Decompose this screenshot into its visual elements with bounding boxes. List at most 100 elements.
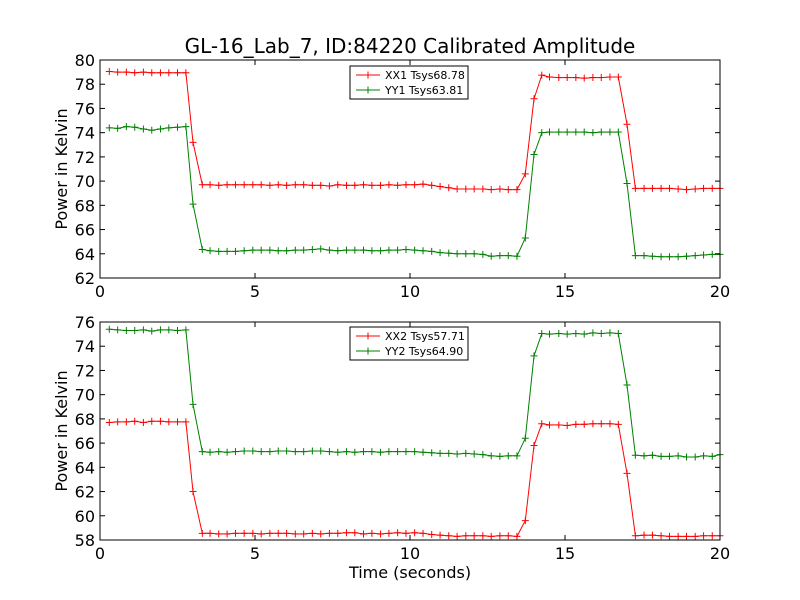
data-point-marker xyxy=(351,448,359,456)
data-point-marker xyxy=(521,434,529,442)
data-point-marker xyxy=(342,181,350,189)
data-point-marker xyxy=(428,181,436,189)
data-point-marker xyxy=(580,420,588,428)
data-point-marker xyxy=(317,447,325,455)
data-point-marker xyxy=(640,531,648,539)
data-point-marker xyxy=(411,181,419,189)
data-point-marker xyxy=(291,530,299,538)
data-point-marker xyxy=(563,74,571,82)
y-tick-label: 62 xyxy=(75,269,95,288)
data-point-marker xyxy=(640,252,648,260)
legend-label: YY1 Tsys63.81 xyxy=(384,84,463,97)
data-point-marker xyxy=(334,247,342,255)
data-point-marker xyxy=(334,181,342,189)
data-point-marker xyxy=(606,420,614,428)
y-tick-label: 74 xyxy=(75,337,95,356)
data-point-marker xyxy=(462,250,470,258)
data-point-marker xyxy=(257,246,265,254)
data-point-marker xyxy=(462,532,470,540)
data-point-marker xyxy=(206,181,214,189)
x-tick-label: 10 xyxy=(400,282,420,301)
data-point-marker xyxy=(231,247,239,255)
data-point-marker xyxy=(631,252,639,260)
data-point-marker xyxy=(182,69,190,77)
data-point-marker xyxy=(325,448,333,456)
data-point-marker xyxy=(419,247,427,255)
data-point-marker xyxy=(360,246,367,254)
data-point-marker xyxy=(174,326,181,334)
legend-box xyxy=(349,65,469,100)
y-tick-label: 72 xyxy=(75,361,95,380)
data-point-marker xyxy=(538,129,546,137)
data-point-marker xyxy=(165,326,173,334)
subplot-top: 0 5 10 15 20 62 64 66 68 70 72 74 76 78 80 Power in Kel… xyxy=(52,51,730,301)
data-point-marker xyxy=(546,128,553,136)
data-point-marker xyxy=(683,252,691,260)
x-tick-label: 15 xyxy=(555,544,575,563)
data-point-marker xyxy=(597,128,605,136)
legend: XX1 Tsys68.78 YY1 Tsys63.81 xyxy=(349,65,469,100)
data-point-marker xyxy=(139,419,147,427)
data-point-marker xyxy=(291,181,299,189)
data-point-marker xyxy=(231,181,239,189)
data-point-marker xyxy=(606,73,614,81)
x-axis-label: Time (seconds) xyxy=(348,563,471,582)
y-tick-label: 66 xyxy=(75,434,95,453)
x-tick-label: 5 xyxy=(250,282,260,301)
data-point-marker xyxy=(206,247,214,255)
data-point-marker xyxy=(665,532,673,540)
data-point-marker xyxy=(631,184,639,192)
data-point-marker xyxy=(470,450,478,458)
x-tick-label: 5 xyxy=(250,544,260,563)
data-point-marker xyxy=(325,529,333,537)
data-point-marker xyxy=(334,529,342,537)
data-point-marker xyxy=(274,447,282,455)
y-tick-label: 62 xyxy=(75,483,95,502)
subplot-bottom: 0 5 10 15 20 58 60 62 64 66 68 70 72 74 76 Power in Kel… xyxy=(52,313,730,563)
data-point-marker xyxy=(189,200,197,208)
data-point-marker xyxy=(231,448,239,456)
data-point-marker xyxy=(428,449,436,457)
data-point-marker xyxy=(274,247,282,255)
data-point-marker xyxy=(614,73,622,81)
data-point-marker xyxy=(385,181,393,189)
data-point-marker xyxy=(665,452,673,460)
data-point-marker xyxy=(198,448,206,456)
data-point-marker xyxy=(283,529,291,537)
data-point-marker xyxy=(377,181,385,189)
data-point-marker xyxy=(385,529,393,537)
data-point-marker xyxy=(291,448,299,456)
data-point-marker xyxy=(445,249,453,257)
data-point-marker xyxy=(122,123,130,131)
data-point-marker xyxy=(308,181,316,189)
y-tick-label: 70 xyxy=(75,386,95,405)
data-point-marker xyxy=(479,250,487,258)
data-point-marker xyxy=(165,69,173,77)
data-point-marker xyxy=(317,181,325,189)
data-point-marker xyxy=(614,420,622,428)
data-point-marker xyxy=(325,182,333,190)
data-point-marker xyxy=(546,73,553,81)
data-point-marker xyxy=(436,531,444,539)
data-point-marker xyxy=(487,532,495,540)
data-point-marker xyxy=(648,184,656,192)
data-point-marker xyxy=(674,185,682,193)
data-point-marker xyxy=(148,327,156,335)
x-tick-label: 0 xyxy=(95,544,105,563)
x-tick-label: 10 xyxy=(400,544,420,563)
data-point-marker xyxy=(148,69,156,77)
data-point-marker xyxy=(683,453,691,461)
data-point-marker xyxy=(428,247,436,255)
data-point-marker xyxy=(411,246,419,254)
data-point-marker xyxy=(360,181,367,189)
data-point-marker xyxy=(708,452,716,460)
data-point-marker xyxy=(368,247,376,255)
data-point-marker xyxy=(691,252,699,260)
data-point-marker xyxy=(546,330,553,338)
data-point-marker xyxy=(504,532,512,540)
data-point-marker xyxy=(360,448,367,456)
data-point-marker xyxy=(223,448,231,456)
data-point-marker xyxy=(139,125,147,133)
data-point-marker xyxy=(215,448,223,456)
